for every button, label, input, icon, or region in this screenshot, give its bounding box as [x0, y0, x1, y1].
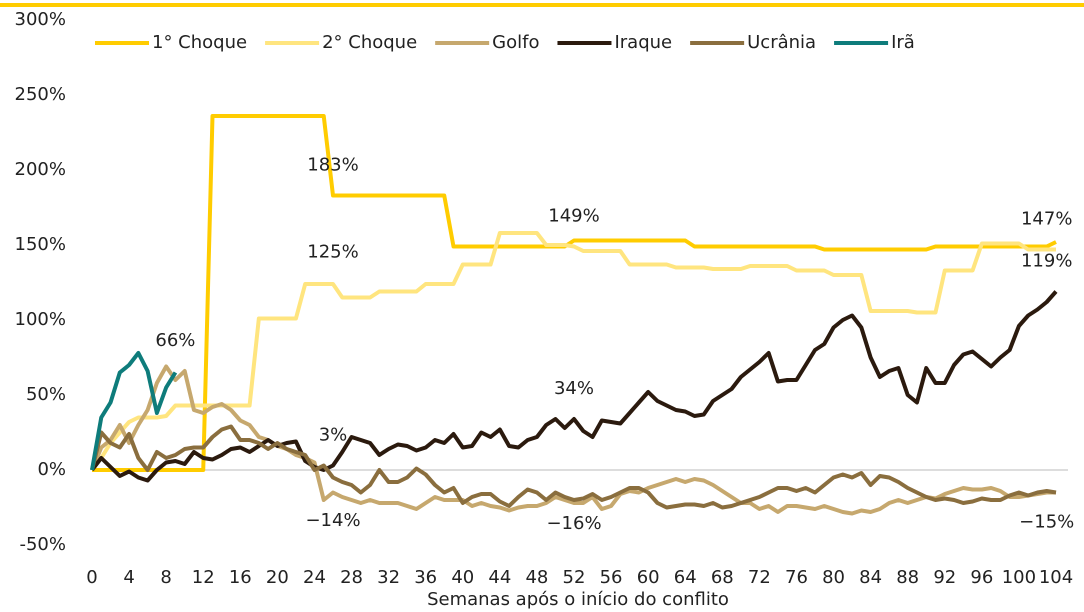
y-tick-label: 0% [37, 459, 66, 480]
series-line [90, 231, 1056, 472]
x-tick-label: 84 [859, 567, 882, 588]
x-tick-label: 28 [340, 567, 363, 588]
x-tick-label: 44 [488, 567, 511, 588]
x-tick-label: 68 [711, 567, 734, 588]
data-label: 147% [1021, 209, 1072, 230]
y-tick-label: 100% [15, 309, 66, 330]
data-label: 119% [1021, 251, 1072, 272]
data-label: 34% [554, 378, 594, 399]
y-tick-label: -50% [19, 534, 66, 555]
data-label: −14% [305, 510, 360, 531]
x-tick-label: 64 [674, 567, 697, 588]
data-label: 3% [319, 425, 348, 446]
x-tick-label: 88 [896, 567, 919, 588]
legend-label: Iraque [614, 32, 672, 53]
x-axis-label: Semanas após o início do conflito [427, 589, 729, 610]
x-tick-label: 80 [822, 567, 845, 588]
y-tick-label: 250% [15, 84, 66, 105]
x-tick-label: 48 [525, 567, 548, 588]
x-tick-label: 4 [123, 567, 134, 588]
x-tick-label: 12 [192, 567, 215, 588]
x-tick-label: 0 [86, 567, 97, 588]
x-tick-label: 36 [414, 567, 437, 588]
data-label: 125% [307, 242, 358, 263]
y-tick-label: 50% [26, 384, 66, 405]
data-label: −15% [1019, 512, 1074, 533]
x-tick-label: 92 [933, 567, 956, 588]
x-tick-label: 56 [600, 567, 623, 588]
data-label: 149% [548, 206, 599, 227]
series-line [90, 351, 178, 471]
y-tick-label: 200% [15, 159, 66, 180]
legend-label: Irã [891, 32, 915, 53]
x-tick-label: 72 [748, 567, 771, 588]
data-label: 66% [155, 330, 195, 351]
x-tick-label: 16 [229, 567, 252, 588]
legend-label: Golfo [492, 32, 539, 53]
x-tick-label: 52 [563, 567, 586, 588]
y-tick-label: 300% [15, 9, 66, 30]
series-line [92, 114, 1057, 472]
data-label: −16% [546, 513, 601, 534]
series-line [90, 290, 1058, 483]
legend-label: Ucrânia [747, 32, 816, 53]
series-line [90, 364, 1056, 516]
x-tick-label: 104 [1039, 567, 1073, 588]
x-tick-label: 32 [377, 567, 400, 588]
data-label: 183% [307, 155, 358, 176]
series-line [90, 424, 1057, 510]
legend-label: 1° Choque [152, 32, 247, 53]
y-tick-label: 150% [15, 234, 66, 255]
x-tick-label: 20 [266, 567, 289, 588]
x-tick-label: 8 [160, 567, 171, 588]
x-tick-label: 96 [970, 567, 993, 588]
x-tick-label: 76 [785, 567, 808, 588]
x-tick-label: 24 [303, 567, 326, 588]
x-tick-label: 40 [451, 567, 474, 588]
legend-label: 2° Choque [322, 32, 417, 53]
x-tick-label: 100 [1002, 567, 1036, 588]
x-tick-label: 60 [637, 567, 660, 588]
